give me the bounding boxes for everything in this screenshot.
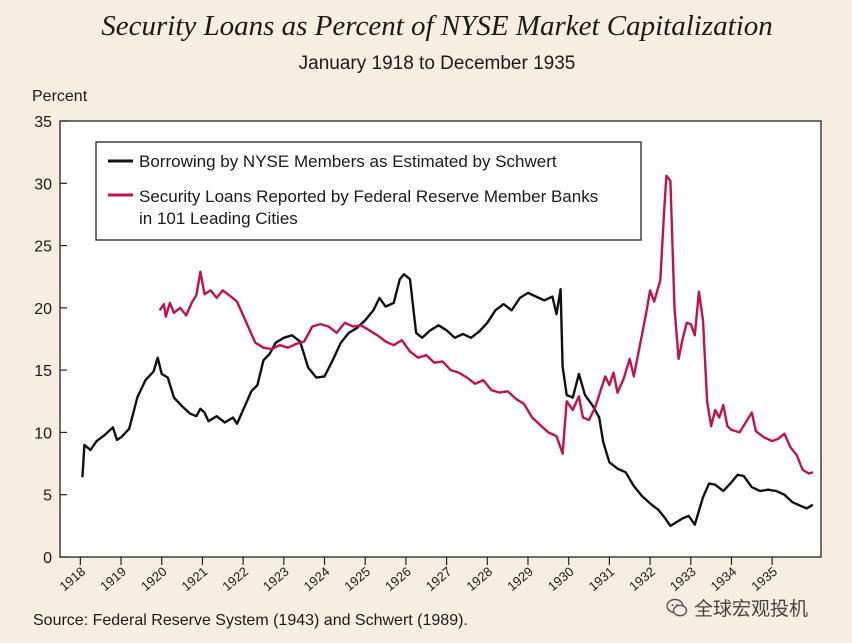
legend: Borrowing by NYSE Members as Estimated b…	[95, 141, 642, 241]
x-tick-label: 1928	[463, 564, 495, 594]
chart-title: Security Loans as Percent of NYSE Market…	[101, 10, 773, 42]
x-tick-label: 1929	[504, 564, 536, 594]
legend-label-red-line2: in 101 Leading Cities	[139, 209, 298, 228]
legend-box	[95, 141, 642, 241]
watermark: 全球宏观投机	[666, 594, 808, 621]
x-axis-ticks: 1918 1919 1920 1921 1922 1923 1924 1925 1926 1927…	[56, 557, 780, 594]
series-line-fed-member-banks	[158, 174, 814, 475]
x-tick-label: 1934	[708, 564, 740, 594]
x-tick-label: 1924	[301, 564, 333, 594]
legend-label-red-line1: Security Loans Reported by Federal Reser…	[139, 187, 598, 206]
x-tick-label: 1923	[260, 564, 292, 594]
x-tick-label: 1927	[423, 564, 455, 594]
x-tick-label: 1922	[219, 564, 251, 594]
series-lines	[81, 174, 814, 528]
x-tick-label: 1920	[138, 564, 170, 594]
wechat-icon	[666, 598, 688, 616]
x-tick-label: 1935	[748, 564, 780, 594]
legend-label-black: Borrowing by NYSE Members as Estimated b…	[139, 152, 557, 171]
x-tick-label: 1926	[382, 564, 414, 594]
x-tick-label: 1933	[667, 564, 699, 594]
source-note: Source: Federal Reserve System (1943) an…	[33, 612, 468, 629]
x-tick-label: 1930	[545, 564, 577, 594]
y-tick-label: 20	[34, 301, 52, 318]
y-tick-label: 30	[34, 176, 52, 193]
y-axis-ticks: 0 5 10 15 20 25 30 35	[34, 114, 67, 567]
x-tick-label: 1925	[341, 564, 373, 594]
series-line-nyse-members	[81, 273, 814, 528]
chart-subtitle: January 1918 to December 1935	[298, 53, 576, 74]
y-axis-label: Percent	[32, 88, 88, 105]
watermark-text: 全球宏观投机	[694, 599, 809, 620]
y-tick-label: 25	[34, 239, 52, 256]
y-tick-label: 5	[43, 488, 52, 505]
x-tick-label: 1931	[586, 564, 618, 594]
legend-label-red: Security Loans Reported by Federal Reser…	[139, 187, 603, 228]
y-tick-label: 10	[34, 425, 52, 442]
y-tick-label: 15	[34, 363, 52, 380]
y-tick-label: 0	[43, 550, 52, 567]
x-tick-label: 1921	[179, 564, 211, 594]
x-tick-label: 1932	[626, 564, 658, 594]
y-tick-label: 35	[34, 114, 52, 131]
x-tick-label: 1919	[97, 564, 129, 594]
x-tick-label: 1918	[56, 564, 88, 594]
